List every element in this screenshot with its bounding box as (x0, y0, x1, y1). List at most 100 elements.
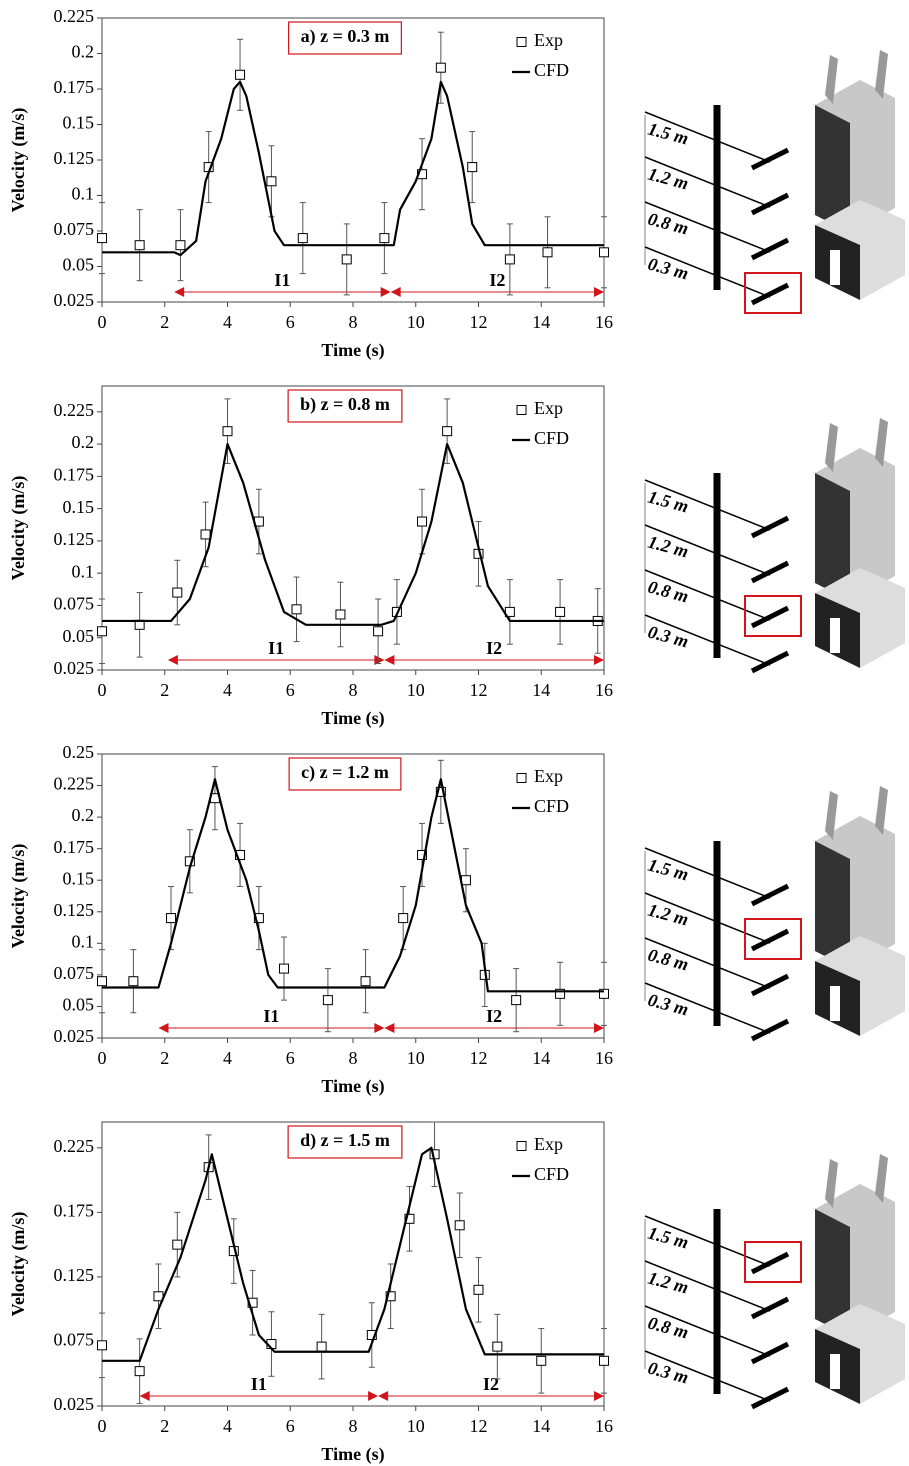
x-tick-label: 14 (532, 1048, 550, 1068)
height-label: 0.3 m (646, 1358, 691, 1388)
exp-point (200, 529, 211, 540)
x-tick-label: 2 (160, 1416, 169, 1436)
exp-point (366, 1330, 377, 1340)
x-tick-label: 12 (470, 1048, 488, 1068)
exp-point (504, 254, 515, 265)
schematic-line (644, 847, 771, 899)
y-tick-label: 0.075 (54, 963, 95, 983)
building-slot (830, 250, 840, 285)
exp-point (278, 963, 289, 974)
legend-label: Exp (534, 398, 563, 418)
arrow-head (594, 655, 604, 665)
x-tick-label: 6 (286, 1416, 295, 1436)
x-tick-label: 16 (595, 1048, 613, 1068)
y-tick-label: 0.15 (63, 113, 95, 133)
y-tick-label: 0.125 (54, 148, 95, 168)
exp-point (341, 254, 352, 265)
chart-panel: 0.025 0.075 0.125 0.175 0.225 0 2 4 6 8 10 12 14 16 Ti… (8, 1121, 905, 1465)
interval-label: I1 (268, 638, 284, 658)
y-axis-label: Velocity (m/s) (8, 1212, 29, 1317)
exp-point (97, 233, 107, 244)
highlight-box (744, 595, 802, 637)
height-label: 0.3 m (646, 622, 691, 652)
x-axis-label: Time (s) (321, 340, 384, 361)
building-slot (830, 618, 840, 653)
legend-marker (516, 773, 527, 783)
probe (750, 1251, 790, 1275)
exp-point (373, 626, 384, 637)
chart-title: b) z = 0.8 m (300, 394, 390, 415)
exp-point (454, 1220, 465, 1231)
y-tick-label: 0.125 (54, 1265, 95, 1285)
chart-title: d) z = 1.5 m (300, 1130, 390, 1151)
building-side (815, 473, 850, 601)
y-tick-label: 0.025 (54, 658, 95, 678)
interval-label: I1 (263, 1006, 279, 1026)
probe (750, 1018, 790, 1042)
x-axis-label: Time (s) (321, 708, 384, 729)
x-axis-label: Time (s) (321, 1444, 384, 1465)
exp-point (385, 1291, 396, 1302)
legend-marker (516, 1141, 527, 1151)
legend-label: Exp (534, 30, 563, 50)
arrow-head (374, 1023, 385, 1033)
exp-point (360, 976, 371, 987)
exp-point (253, 913, 264, 924)
building-slot (830, 1354, 840, 1389)
height-label: 1.5 m (646, 855, 691, 885)
x-tick-label: 16 (595, 312, 613, 332)
y-tick-label: 0.225 (54, 1136, 95, 1156)
title-box (288, 757, 402, 791)
probe (750, 1341, 790, 1365)
exp-point (166, 913, 177, 924)
probe (750, 282, 790, 306)
x-tick-label: 10 (407, 1048, 425, 1068)
building-fin (825, 423, 838, 472)
y-tick-label: 0.225 (54, 400, 95, 420)
title-box (288, 21, 402, 55)
plot-frame (101, 385, 605, 671)
x-tick-label: 0 (98, 1048, 107, 1068)
x-tick-label: 6 (286, 1048, 295, 1068)
probe (750, 605, 790, 629)
x-tick-label: 14 (532, 1416, 550, 1436)
height-label: 1.5 m (646, 1223, 691, 1253)
y-tick-label: 0.075 (54, 219, 95, 239)
x-tick-label: 4 (223, 1416, 232, 1436)
exp-point (379, 233, 390, 244)
exp-point (492, 1341, 503, 1352)
exp-point (599, 247, 609, 258)
arrow-head (380, 287, 391, 297)
exp-point (460, 875, 471, 886)
arrow-head (390, 287, 401, 297)
x-tick-label: 14 (532, 312, 550, 332)
building-fin (875, 418, 888, 467)
x-tick-label: 4 (223, 1048, 232, 1068)
building-fin (875, 786, 888, 835)
arrow-head (384, 1023, 395, 1033)
y-tick-label: 0.025 (54, 1394, 95, 1414)
exp-point (222, 426, 233, 437)
y-tick-label: 0.2 (72, 42, 95, 62)
schematic-line (644, 937, 771, 989)
schematic-line (644, 569, 771, 621)
exp-point (555, 606, 566, 617)
y-tick-label: 0.2 (72, 805, 95, 825)
height-label: 0.3 m (646, 254, 691, 284)
height-label: 1.2 m (646, 900, 691, 930)
exp-point (417, 516, 428, 527)
interval-label: I1 (251, 1374, 267, 1394)
y-tick-label: 0.075 (54, 1330, 95, 1350)
exp-point (473, 1284, 484, 1295)
title-box (287, 389, 403, 423)
x-tick-label: 14 (532, 680, 550, 700)
probe (750, 560, 790, 584)
x-tick-label: 12 (470, 680, 488, 700)
plot-frame (101, 17, 605, 303)
schematic-line (644, 982, 771, 1034)
exp-point (97, 976, 107, 987)
height-label: 1.2 m (646, 164, 691, 194)
building-side (815, 105, 850, 233)
